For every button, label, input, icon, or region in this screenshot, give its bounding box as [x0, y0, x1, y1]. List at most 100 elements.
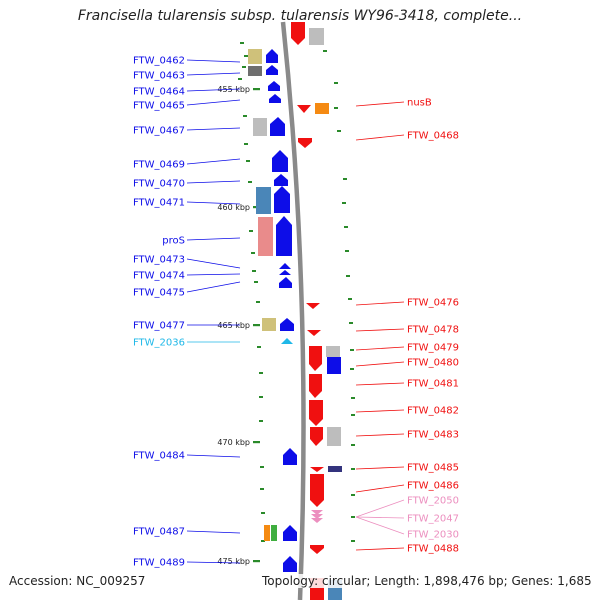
- gene-label-ftw-0473[interactable]: FTW_0473: [133, 255, 185, 266]
- minor-tick-dot: [243, 115, 247, 117]
- label-leader-line: [355, 134, 405, 141]
- minor-tick-dot: [249, 230, 253, 232]
- gene-label-ftw-0484[interactable]: FTW_0484: [133, 451, 185, 462]
- gene-label-pros[interactable]: proS: [162, 236, 185, 247]
- gene-top-red[interactable]: [291, 22, 305, 45]
- gene-ftw-2050[interactable]: [311, 510, 323, 515]
- minor-tick-dot: [260, 488, 264, 490]
- gene-ftw-0489[interactable]: [283, 556, 297, 572]
- gene-label-ftw-0489[interactable]: FTW_0489: [133, 558, 185, 569]
- gene-label-ftw-0465[interactable]: FTW_0465: [133, 101, 185, 112]
- label-leader-line: [186, 88, 241, 92]
- gene-label-ftw-0468[interactable]: FTW_0468: [407, 131, 459, 142]
- ruler-tick-label: 470 kbp: [217, 438, 250, 447]
- gene-label-ftw-0482[interactable]: FTW_0482: [407, 406, 459, 417]
- gene-ftw-0478[interactable]: [307, 330, 321, 336]
- gene-ftw-0465[interactable]: [269, 94, 281, 103]
- minor-tick-dot: [351, 397, 355, 399]
- gene-ftw-0475[interactable]: [279, 277, 292, 288]
- label-leader-line: [186, 273, 241, 276]
- gene-ftw-0487[interactable]: [283, 525, 297, 541]
- box-orange-0487: [264, 525, 270, 541]
- gene-label-ftw-0479[interactable]: FTW_0479: [407, 343, 459, 354]
- gene-label-ftw-2036[interactable]: FTW_2036: [133, 338, 185, 349]
- ruler-tick-mark: [253, 324, 260, 327]
- gene-ftw-0471[interactable]: [274, 186, 290, 213]
- label-leader-line: [186, 454, 241, 458]
- gene-label-nusb[interactable]: nusB: [407, 98, 432, 109]
- gene-label-ftw-0477[interactable]: FTW_0477: [133, 321, 185, 332]
- gene-ftw-0468[interactable]: [298, 138, 312, 148]
- label-leader-line: [355, 516, 405, 519]
- label-leader-line: [355, 301, 405, 306]
- gene-ftw-0464[interactable]: [268, 81, 280, 91]
- minor-tick-dot: [244, 143, 248, 145]
- label-leader-line: [186, 72, 241, 76]
- label-leader-line: [355, 499, 405, 518]
- ruler-tick-label: 460 kbp: [217, 203, 250, 212]
- gene-label-ftw-0474[interactable]: FTW_0474: [133, 271, 185, 282]
- gene-ftw-0462[interactable]: [266, 49, 278, 63]
- gene-label-ftw-0464[interactable]: FTW_0464: [133, 87, 185, 98]
- minor-tick-dot: [246, 160, 250, 162]
- gene-ftw-0484[interactable]: [283, 448, 297, 465]
- gene-ftw-0482[interactable]: [309, 400, 323, 426]
- gene-label-ftw-2047[interactable]: FTW_2047: [407, 514, 459, 525]
- gene-ftw-0476[interactable]: [306, 303, 320, 309]
- gene-label-ftw-0478[interactable]: FTW_0478: [407, 325, 459, 336]
- gene-ftw-2036[interactable]: [281, 338, 293, 344]
- left-strand-features: [266, 49, 297, 572]
- gene-label-ftw-0485[interactable]: FTW_0485: [407, 463, 459, 474]
- box-gray-top: [309, 28, 324, 45]
- gene-ftw-0483[interactable]: [310, 427, 323, 446]
- gene-pros[interactable]: [276, 216, 292, 256]
- gene-label-ftw-0467[interactable]: FTW_0467: [133, 126, 185, 137]
- gene-label-ftw-0471[interactable]: FTW_0471: [133, 198, 185, 209]
- gene-ftw-0485[interactable]: [310, 467, 324, 472]
- label-leader-line: [355, 361, 405, 367]
- gene-label-ftw-0475[interactable]: FTW_0475: [133, 288, 185, 299]
- gene-ftw-0477[interactable]: [280, 318, 294, 331]
- gene-ftw-0463[interactable]: [266, 65, 278, 75]
- box-blue-0480: [327, 357, 341, 374]
- label-leader-line: [186, 258, 241, 269]
- minor-tick-dot: [244, 55, 248, 57]
- gene-ftw-2030[interactable]: [311, 518, 323, 523]
- gene-ftw-0470[interactable]: [274, 174, 288, 186]
- gene-label-ftw-0483[interactable]: FTW_0483: [407, 430, 459, 441]
- left-gene-labels: FTW_0462 FTW_0463 FTW_0464 FTW_0465 FTW_0467…: [133, 56, 241, 569]
- gene-ftw-0469[interactable]: [272, 150, 288, 172]
- gene-label-ftw-2030[interactable]: FTW_2030: [407, 530, 459, 541]
- gene-label-ftw-2050[interactable]: FTW_2050: [407, 496, 459, 507]
- gene-label-ftw-0476[interactable]: FTW_0476: [407, 298, 459, 309]
- label-leader-line: [355, 516, 405, 535]
- gene-label-ftw-0462[interactable]: FTW_0462: [133, 56, 185, 67]
- minor-tick-dot: [260, 466, 264, 468]
- gene-ftw-0488[interactable]: [310, 545, 324, 554]
- gene-label-ftw-0470[interactable]: FTW_0470: [133, 179, 185, 190]
- minor-tick-dot: [256, 301, 260, 303]
- gene-ftw-0486[interactable]: [310, 474, 324, 507]
- gene-ftw-0481[interactable]: [309, 374, 322, 398]
- gene-ftw-0474[interactable]: [279, 270, 291, 275]
- gene-ftw-0479[interactable]: [309, 346, 322, 371]
- gene-nusb[interactable]: [297, 105, 311, 113]
- minor-tick-dot: [334, 82, 338, 84]
- gene-label-ftw-0487[interactable]: FTW_0487: [133, 527, 185, 538]
- gene-ftw-2047[interactable]: [311, 514, 323, 519]
- label-leader-line: [186, 237, 241, 241]
- gene-label-ftw-0488[interactable]: FTW_0488: [407, 544, 459, 555]
- box-gray-0483: [327, 427, 341, 446]
- gene-ftw-0473[interactable]: [279, 263, 291, 269]
- gene-label-ftw-0480[interactable]: FTW_0480: [407, 358, 459, 369]
- minor-tick-dot: [261, 540, 265, 542]
- minor-tick-dot: [351, 516, 355, 518]
- gene-label-ftw-0486[interactable]: FTW_0486: [407, 481, 459, 492]
- gene-label-ftw-0469[interactable]: FTW_0469: [133, 160, 185, 171]
- gene-label-ftw-0481[interactable]: FTW_0481: [407, 379, 459, 390]
- gene-ftw-0467[interactable]: [270, 117, 285, 136]
- minor-tick-dot: [323, 50, 327, 52]
- gene-label-ftw-0463[interactable]: FTW_0463: [133, 71, 185, 82]
- label-leader-line: [355, 547, 405, 551]
